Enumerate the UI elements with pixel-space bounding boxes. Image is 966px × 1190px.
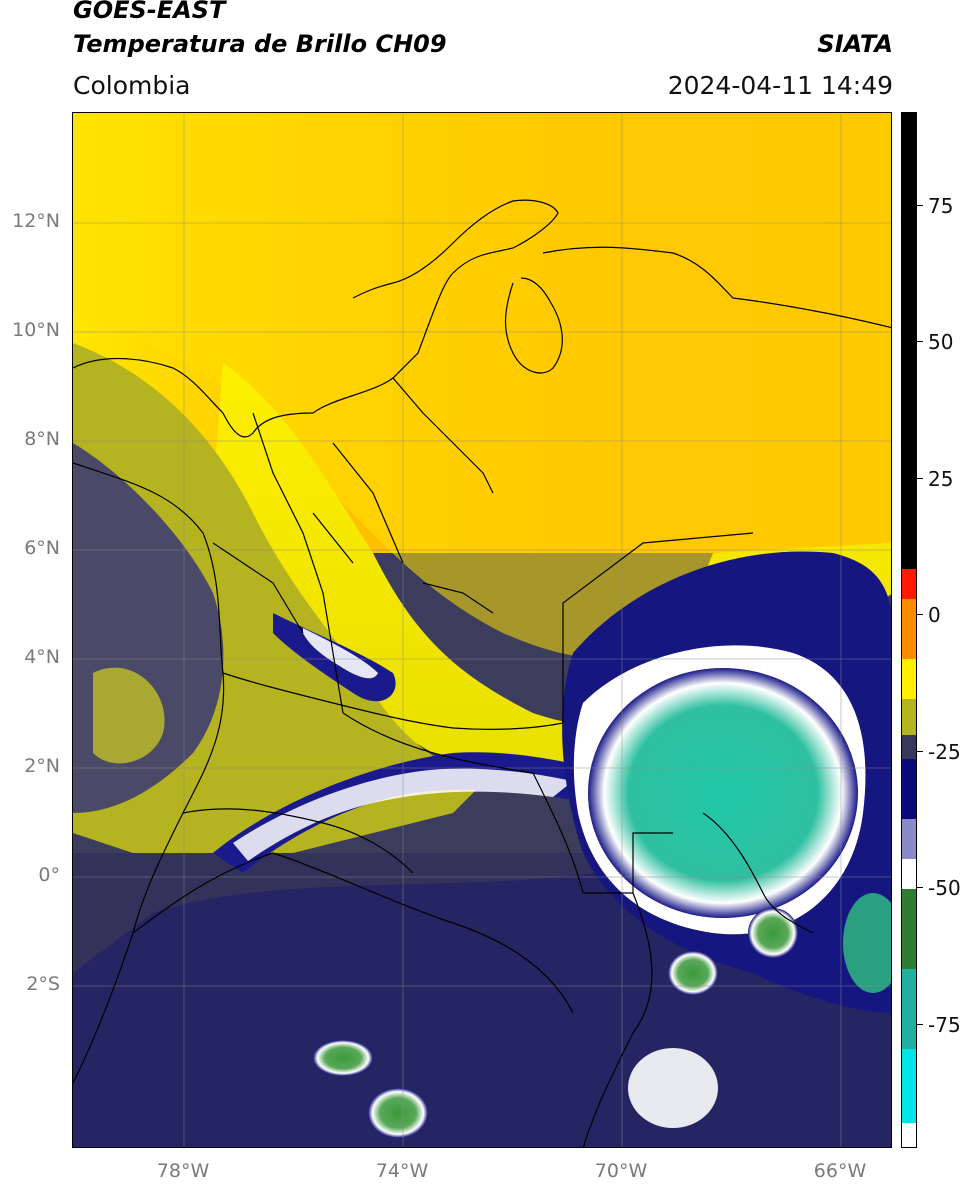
cb-label-75: 75 xyxy=(928,194,954,218)
cb-white xyxy=(902,859,916,889)
lat-label-8n: 8°N xyxy=(24,428,60,450)
cell-3 xyxy=(628,1048,718,1128)
cb-label-50: 50 xyxy=(928,330,954,354)
cb-label-m50: -50 xyxy=(928,876,961,900)
colorbar-svg xyxy=(902,113,916,1147)
lon-label-70w: 70°W xyxy=(594,1160,648,1182)
cb-label-25: 25 xyxy=(928,467,954,491)
cb-tick-m75 xyxy=(917,1024,923,1025)
yellow-band xyxy=(73,113,891,659)
datetime-label: 2024-04-11 14:49 xyxy=(667,71,893,100)
temperature-colorbar xyxy=(901,112,917,1148)
satellite-title: GOES-EAST xyxy=(73,0,226,24)
lat-label-0: 0° xyxy=(38,864,60,886)
cb-olive xyxy=(902,699,916,735)
cb-navy xyxy=(902,759,916,819)
cell-1 xyxy=(313,1040,373,1076)
lat-label-12n: 12°N xyxy=(12,210,60,232)
cb-tick-50 xyxy=(917,341,923,342)
cb-tick-25 xyxy=(917,478,923,479)
andes-white xyxy=(303,628,378,679)
cb-red xyxy=(902,569,916,599)
storm-core xyxy=(588,668,858,918)
cb-teal xyxy=(902,969,916,1049)
lat-label-4n: 4°N xyxy=(24,646,60,668)
cell-5 xyxy=(748,908,798,958)
storm-core-east xyxy=(843,893,891,993)
cb-tick-0 xyxy=(917,614,923,615)
lat-label-10n: 10°N xyxy=(12,319,60,341)
borders xyxy=(73,199,891,1147)
region-label: Colombia xyxy=(73,71,191,100)
cb-lavender xyxy=(902,819,916,859)
cb-slate xyxy=(902,735,916,759)
cb-black xyxy=(902,113,916,569)
cb-label-0: 0 xyxy=(928,603,941,627)
gridlines xyxy=(73,113,891,1147)
cb-label-m75: -75 xyxy=(928,1013,961,1037)
lon-label-74w: 74°W xyxy=(375,1160,429,1182)
cb-tick-75 xyxy=(917,205,923,206)
cb-bottom-white xyxy=(902,1123,916,1147)
lon-label-78w: 78°W xyxy=(156,1160,210,1182)
cb-cyan xyxy=(902,1049,916,1123)
cb-yellow xyxy=(902,659,916,699)
lat-label-2s: 2°S xyxy=(26,973,60,995)
product-title: Temperatura de Brillo CH09 xyxy=(73,30,447,58)
olive-patch xyxy=(93,667,165,764)
cell-4 xyxy=(668,951,718,995)
cell-2 xyxy=(368,1088,428,1138)
convective-white xyxy=(233,768,573,861)
satellite-map xyxy=(72,112,892,1148)
lat-label-2n: 2°N xyxy=(24,755,60,777)
cb-label-m25: -25 xyxy=(928,740,961,764)
cb-tick-m25 xyxy=(917,751,923,752)
brand-label: SIATA xyxy=(817,30,893,58)
cb-tick-m50 xyxy=(917,887,923,888)
map-svg xyxy=(73,113,891,1147)
cb-orange xyxy=(902,599,916,659)
cb-green xyxy=(902,889,916,969)
lat-label-6n: 6°N xyxy=(24,537,60,559)
lon-label-66w: 66°W xyxy=(813,1160,867,1182)
